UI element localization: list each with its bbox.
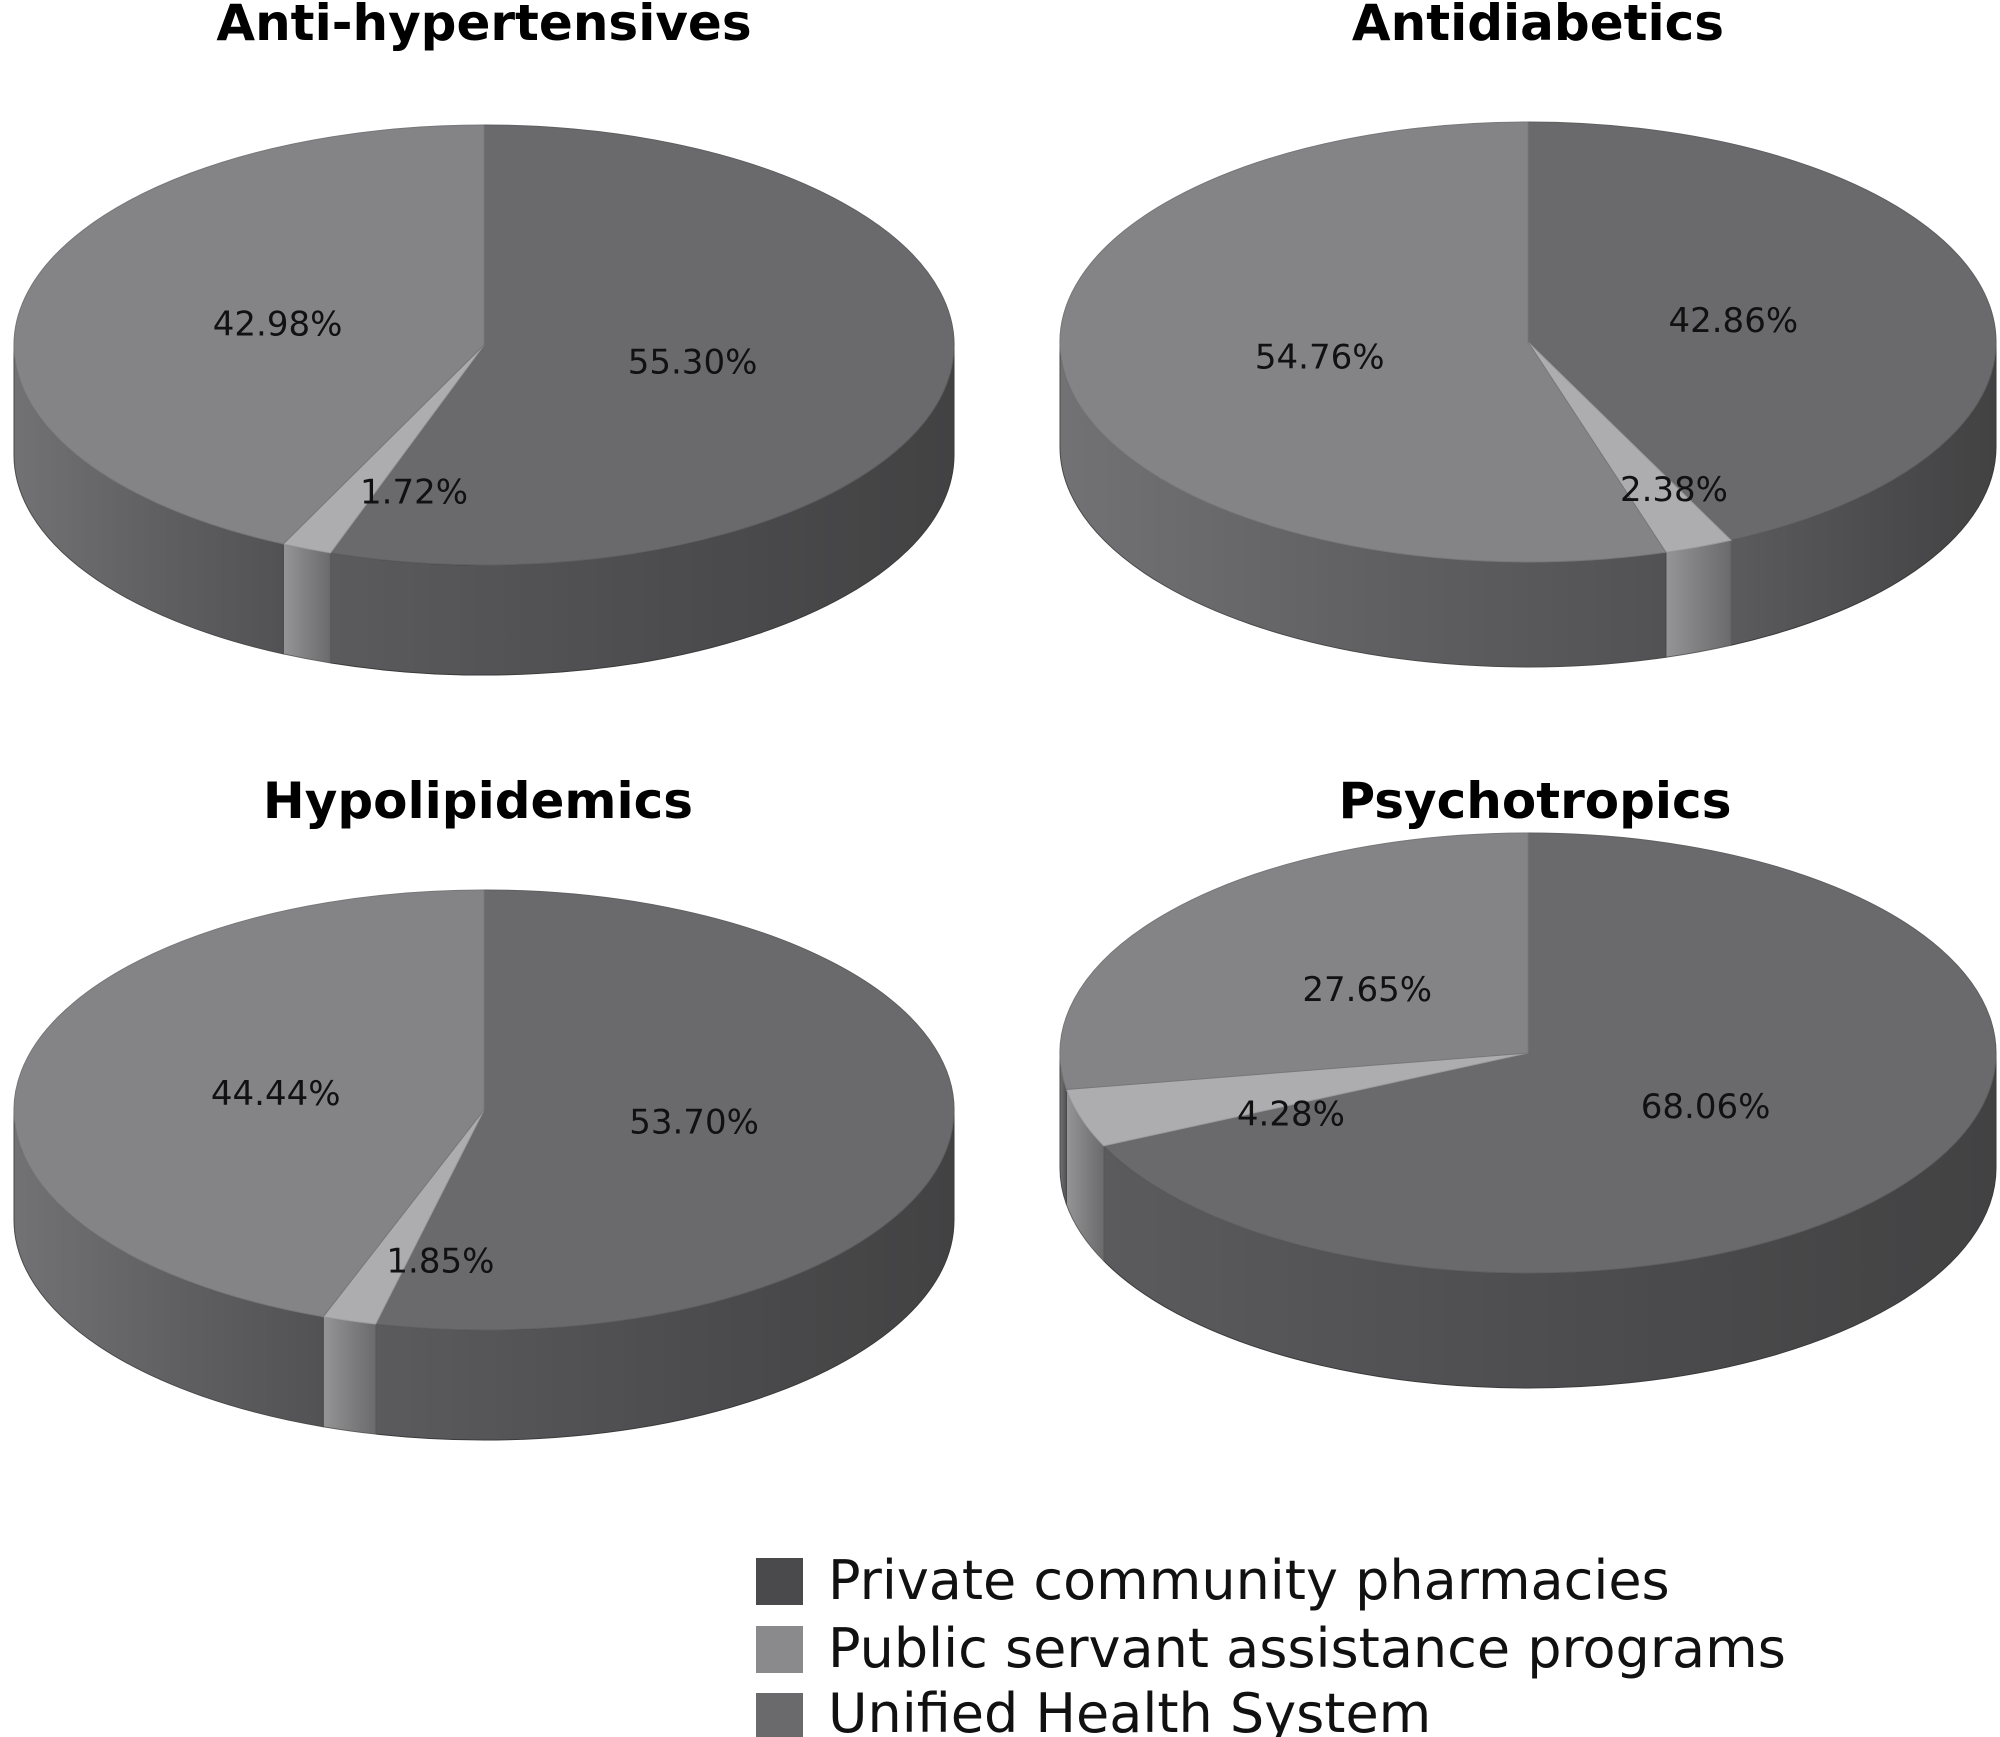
- pie-slice-private: [1527, 121, 1997, 541]
- data-label-unified: 54.76%: [1255, 338, 1385, 378]
- pie-title: Anti-hypertensives: [216, 0, 751, 52]
- data-label-public: 1.72%: [360, 472, 468, 512]
- data-label-private: 53.70%: [629, 1102, 759, 1142]
- data-label-private: 42.86%: [1668, 301, 1798, 341]
- pie-psychotropics: 68.06% 4.28% 27.65% Psychotropics: [1059, 772, 1997, 1389]
- pie-title: Psychotropics: [1339, 772, 1732, 830]
- legend-label-private: Private community pharmacies: [828, 1549, 1670, 1612]
- data-label-unified: 44.44%: [211, 1074, 341, 1114]
- data-label-public: 4.28%: [1237, 1094, 1345, 1134]
- data-label-unified: 27.65%: [1302, 970, 1432, 1010]
- pie-slice-unified: [1059, 121, 1667, 563]
- pie-slice-unified: [13, 889, 485, 1318]
- data-label-private: 55.30%: [628, 342, 758, 382]
- legend-label-unified: Unified Health System: [828, 1682, 1431, 1737]
- pie-anti-hypertensives: 55.30% 1.72% 42.98% Anti-hypertensives: [13, 0, 955, 676]
- pie-antidiabetics: 42.86% 2.38% 54.76% Antidiabetics: [1059, 0, 1997, 668]
- pie-side-public: [1665, 539, 1732, 658]
- data-label-public: 2.38%: [1620, 470, 1728, 510]
- pie-charts-group: 55.30% 1.72% 42.98% Anti-hypertensives 42.86…: [13, 0, 1997, 1441]
- pie-slice-unified: [1059, 832, 1529, 1091]
- legend-swatch-unified: [756, 1693, 803, 1737]
- pie-side-public: [282, 543, 331, 664]
- pie-title: Hypolipidemics: [263, 772, 693, 830]
- legend: Private community pharmacies Public serv…: [756, 1549, 1786, 1737]
- legend-swatch-private: [756, 1558, 803, 1605]
- data-label-private: 68.06%: [1641, 1087, 1771, 1127]
- pie-slice-private: [374, 889, 955, 1331]
- pie-side-public: [322, 1316, 377, 1435]
- data-label-unified: 42.98%: [213, 304, 343, 344]
- legend-swatch-public: [756, 1626, 803, 1673]
- pie-slice-private: [329, 124, 955, 566]
- pie-slice-unified: [13, 124, 485, 545]
- pie-title: Antidiabetics: [1352, 0, 1724, 52]
- pie-hypolipidemics: 53.70% 1.85% 44.44% Hypolipidemics: [13, 772, 955, 1441]
- pie-slice-private: [1102, 832, 1997, 1274]
- legend-label-public: Public servant assistance programs: [828, 1617, 1786, 1680]
- data-label-public: 1.85%: [386, 1242, 494, 1282]
